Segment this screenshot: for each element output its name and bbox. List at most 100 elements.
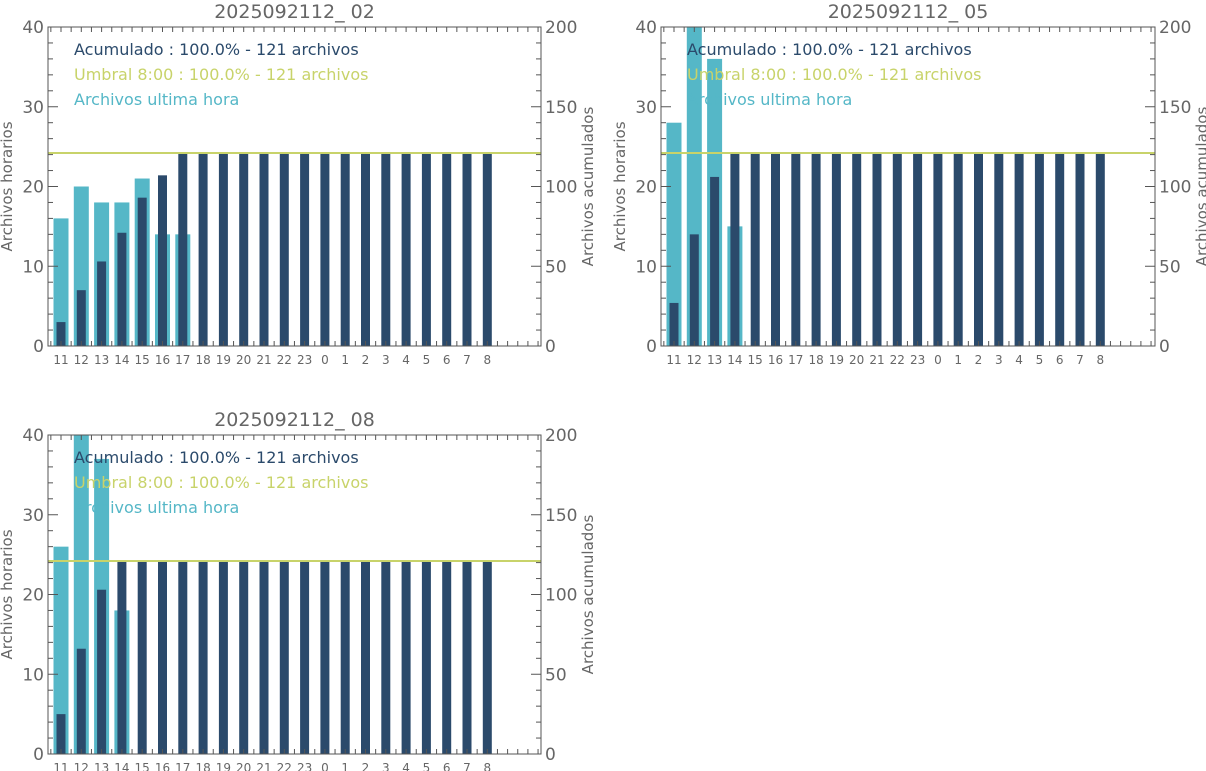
accumulated-bar [76, 648, 86, 754]
x-tick-label: 14 [727, 353, 742, 367]
chart-title: 2025092112_ 02 [214, 1, 375, 23]
accumulated-bar [482, 153, 492, 346]
accumulated-bar [482, 561, 492, 754]
x-tick-label: 5 [1036, 353, 1044, 367]
y2-tick-label: 200 [545, 18, 577, 38]
x-tick-label: 22 [890, 353, 905, 367]
x-tick-label: 19 [216, 353, 231, 367]
accumulated-bar [852, 153, 862, 346]
x-tick-label: 20 [236, 353, 251, 367]
x-tick-label: 22 [277, 761, 292, 771]
x-tick-label: 16 [155, 353, 170, 367]
x-tick-label: 0 [321, 353, 329, 367]
y2-tick-label: 100 [545, 586, 577, 606]
x-tick-label: 21 [256, 353, 271, 367]
x-tick-label: 22 [277, 353, 292, 367]
accumulated-bar [56, 322, 66, 346]
x-tick-label: 6 [443, 353, 451, 367]
x-tick-label: 8 [483, 761, 491, 771]
x-tick-label: 0 [321, 761, 329, 771]
x-tick-label: 18 [195, 761, 210, 771]
x-tick-label: 15 [748, 353, 763, 367]
accumulated-bar [361, 561, 370, 754]
y-tick-label: 40 [635, 18, 657, 38]
x-tick-label: 8 [1096, 353, 1104, 367]
x-tick-label: 18 [808, 353, 823, 367]
y2-tick-label: 50 [1159, 257, 1181, 277]
x-tick-label: 14 [114, 353, 129, 367]
accumulated-bar [158, 175, 167, 346]
accumulated-bar [320, 153, 330, 346]
y2-axis-label: Archivos acumulados [1193, 107, 1206, 267]
accumulated-bar [442, 153, 452, 346]
x-tick-label: 12 [74, 761, 89, 771]
accumulated-bar [730, 153, 740, 346]
accumulated-bar [933, 153, 943, 346]
y-tick-label: 0 [646, 337, 657, 357]
x-tick-label: 13 [94, 761, 109, 771]
x-tick-label: 13 [94, 353, 109, 367]
y2-tick-label: 0 [545, 745, 556, 765]
chart-title: 2025092112_ 05 [828, 1, 989, 23]
x-tick-label: 12 [687, 353, 702, 367]
legend-entry: Acumulado : 100.0% - 121 archivos [74, 448, 359, 467]
y-tick-label: 20 [22, 586, 44, 606]
accumulated-bar [76, 290, 86, 346]
accumulated-bar [137, 561, 147, 754]
x-tick-label: 16 [155, 761, 170, 771]
y-tick-label: 20 [22, 178, 44, 198]
accumulated-bar [259, 153, 269, 346]
x-tick-label: 23 [297, 761, 312, 771]
x-tick-label: 13 [707, 353, 722, 367]
x-tick-label: 4 [1015, 353, 1023, 367]
accumulated-bar [401, 561, 411, 754]
accumulated-bar [1075, 153, 1085, 346]
y2-tick-label: 150 [545, 98, 577, 118]
accumulated-bar [320, 561, 330, 754]
y-tick-label: 10 [635, 257, 657, 277]
y2-tick-label: 150 [1159, 98, 1191, 118]
x-tick-label: 8 [483, 353, 491, 367]
accumulated-bar [974, 153, 983, 346]
accumulated-bar [462, 153, 472, 346]
legend-entry: Umbral 8:00 : 100.0% - 121 archivos [74, 65, 368, 84]
accumulated-bar [198, 153, 208, 346]
legend-entry: Acumulado : 100.0% - 121 archivos [687, 40, 972, 59]
accumulated-bar [1034, 153, 1044, 346]
accumulated-bar [421, 561, 431, 754]
x-tick-label: 11 [666, 353, 681, 367]
accumulated-bar [340, 561, 350, 754]
accumulated-bar [56, 714, 66, 754]
chart-title: 2025092112_ 08 [214, 409, 375, 431]
hourly-bar [666, 122, 682, 346]
y2-tick-label: 0 [1159, 337, 1170, 357]
legend-entry: Acumulado : 100.0% - 121 archivos [74, 40, 359, 59]
accumulated-bar [750, 153, 760, 346]
x-tick-label: 7 [463, 353, 471, 367]
accumulated-bar [218, 153, 228, 346]
accumulated-bar [771, 153, 780, 346]
accumulated-bar [178, 561, 188, 754]
x-tick-label: 4 [402, 353, 410, 367]
accumulated-bar [137, 197, 147, 346]
accumulated-bar [361, 153, 370, 346]
x-tick-label: 1 [954, 353, 962, 367]
y-axis-label: Archivos horarios [0, 121, 16, 251]
y2-axis-label: Archivos acumulados [579, 515, 597, 675]
x-tick-label: 17 [175, 761, 190, 771]
hourly-bar [53, 546, 69, 754]
legend-entry: Umbral 8:00 : 100.0% - 121 archivos [74, 473, 368, 492]
y-tick-label: 40 [22, 426, 44, 446]
accumulated-bar [97, 261, 107, 346]
accumulated-bar [462, 561, 472, 754]
accumulated-bar [279, 561, 289, 754]
accumulated-bar [401, 153, 411, 346]
accumulated-bar [340, 153, 350, 346]
accumulated-bar [239, 153, 249, 346]
y2-tick-label: 200 [1159, 18, 1191, 38]
accumulated-bar [178, 153, 188, 346]
x-tick-label: 21 [869, 353, 884, 367]
legend-entry: Umbral 8:00 : 100.0% - 121 archivos [687, 65, 981, 84]
